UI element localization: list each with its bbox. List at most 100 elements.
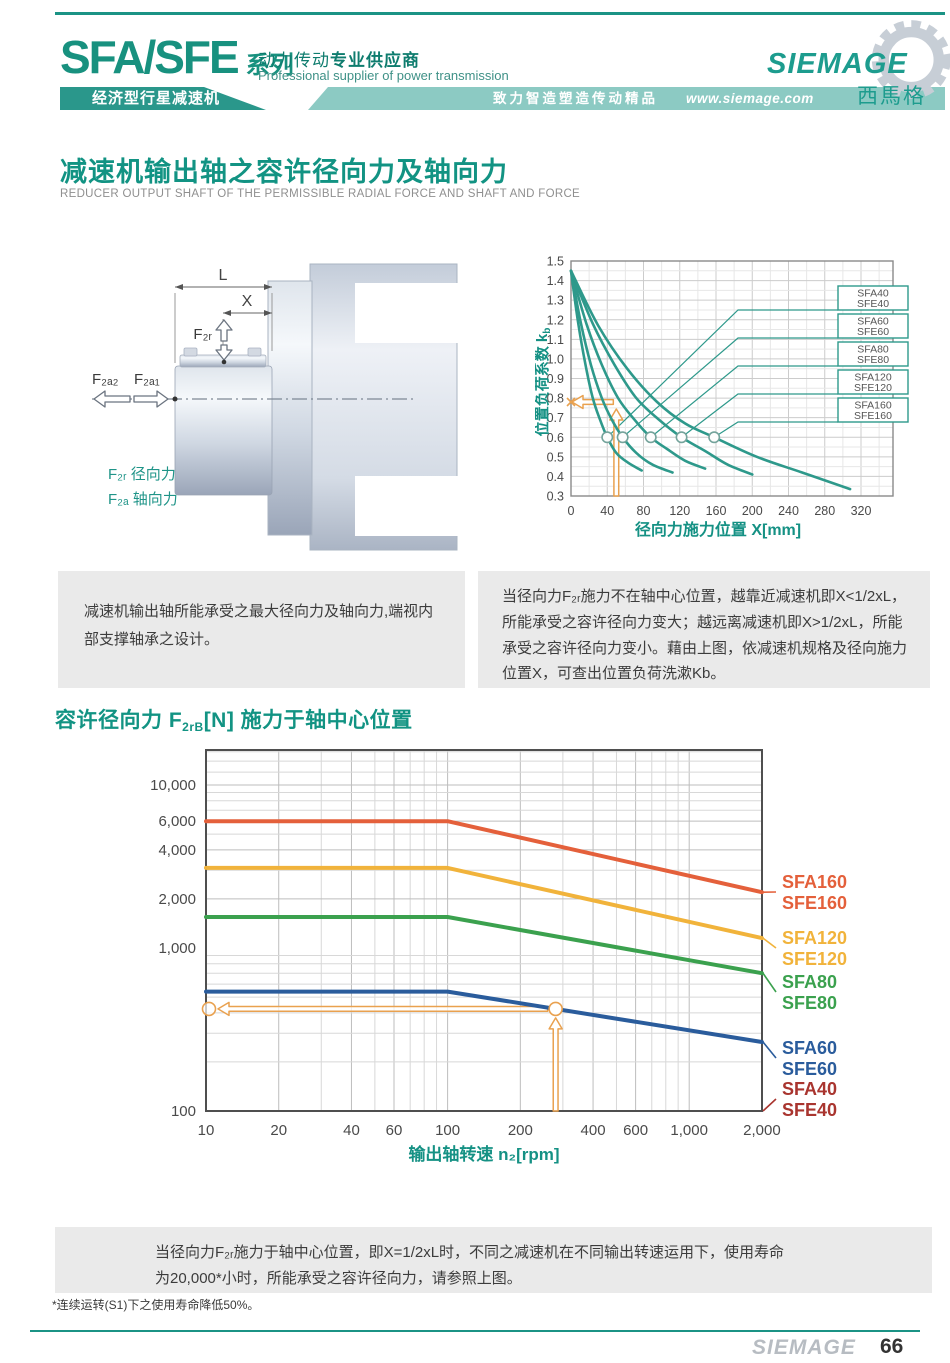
svg-text:SFA80: SFA80 [857,344,889,356]
svg-text:SFA40: SFA40 [857,288,889,300]
kb-ylabel: 位置负荷系数 kb [535,328,553,437]
radial-force-label: F₂ᵣ [193,326,212,343]
logo-chinese-name: 西馬格 [857,85,926,108]
svg-text:40: 40 [343,1122,360,1139]
note-service-life-line2: 为20,000*小时，所能承受之容许径向力，请参照上图。 [155,1269,522,1287]
kb-marker-SFA120 [675,431,688,444]
svg-text:SFA60: SFA60 [857,316,889,328]
force-line-SFA60-SFE60 [204,989,764,1044]
svg-text:SFA160: SFA160 [854,400,892,412]
gear-icon [871,20,950,100]
banner-product-type: 经济型行星减速机 [60,87,266,110]
axial-force-arrow-right [133,390,169,408]
position-load-factor-chart: 1.5 1.4 1.3 1.2 1.1 1.0 0.9 0.8 0.7 0.6 0.5 0.4 0.3 0… [533,248,947,548]
footer-divider [30,1330,920,1332]
svg-text:160: 160 [706,504,727,518]
kb-grid [571,261,893,496]
svg-text:10: 10 [198,1122,215,1139]
kb-marker-SFA40 [601,431,614,444]
svg-text:240: 240 [778,504,799,518]
permissible-radial-force-chart: 10 20 40 60 100 200 400 600 1,000 2,000 100 1,000 2,… [60,742,890,1207]
svg-text:1.2: 1.2 [547,313,564,327]
svg-text:0.6: 0.6 [547,431,564,445]
kb-curve-SFA160-SFE160 [569,269,852,491]
section1-title: 减速机输出轴之容许径向力及轴向力 [60,157,508,187]
kb-marker-SFA60 [616,431,629,444]
series-suffix-text: 系列 [245,52,294,79]
svg-text:1,000: 1,000 [670,1122,708,1139]
svg-text:100: 100 [171,1103,196,1120]
force-line-SFA160-SFE160 [204,819,764,895]
kb-curve-SFA40-SFE40 [569,269,643,472]
axial-force-label-2: F₂ₐ₂ [92,371,119,388]
kb-xlabel: 径向力施力位置 X[mm] [635,520,801,539]
svg-text:10,000: 10,000 [150,777,196,794]
svg-text:80: 80 [637,504,651,518]
svg-text:0.7: 0.7 [547,411,564,425]
axial-force-label-1: F₂ₐ₁ [134,371,160,388]
housing-notch-bottom [355,476,458,536]
reducer-flange [267,280,313,536]
note-service-life: 当径向力F₂ᵣ施力于轴中心位置，即X=1/2xL时，不同之减速机在不同输出转速运… [55,1227,932,1293]
shaft-force-diagram: L X F₂ᵣ F₂ₐ₂ F₂ₐ₁ F₂ᵣ 径向力 F₂ₐ 轴向力 [92,263,458,551]
svg-text:0.5: 0.5 [547,450,564,464]
legend-radial-force: F₂ᵣ 径向力 [108,466,176,483]
force-annotation-arrows [201,1001,563,1112]
svg-text:SFA80: SFA80 [782,972,837,992]
svg-text:320: 320 [851,504,872,518]
housing-notch-top [355,283,458,343]
svg-text:20: 20 [270,1122,287,1139]
svg-text:SFA40: SFA40 [782,1079,837,1099]
svg-text:0.3: 0.3 [547,490,564,504]
svg-text:0.4: 0.4 [547,470,564,484]
svg-text:SFE40: SFE40 [857,298,889,310]
dim-label-L: L [219,267,228,284]
svg-text:1.3: 1.3 [547,294,564,308]
force-grid [205,750,763,1111]
section1-subtitle: REDUCER OUTPUT SHAFT OF THE PERMISSIBLE … [60,188,581,200]
kb-marker-SFA160 [708,431,721,444]
force-xlabel: 输出轴转速 n₂[rpm] [408,1144,559,1164]
svg-text:SFA120: SFA120 [854,372,892,384]
force-annotation-point [548,1001,563,1017]
svg-text:400: 400 [581,1122,606,1139]
svg-text:1.4: 1.4 [547,274,564,288]
dim-label-X: X [242,293,253,310]
force-line-SFA120-SFE120 [204,865,764,941]
svg-text:100: 100 [435,1122,460,1139]
tagline-cn-bold: 专业供应商 [330,51,420,70]
svg-text:2,000: 2,000 [743,1122,781,1139]
svg-text:120: 120 [669,504,690,518]
svg-text:1,000: 1,000 [158,940,196,957]
svg-text:4,000: 4,000 [158,842,196,859]
svg-text:SFE60: SFE60 [857,326,889,338]
svg-text:SFE120: SFE120 [854,382,892,394]
banner-slogan-text: 致力智造塑造传动精品 [493,91,658,106]
svg-text:SFE160: SFE160 [854,410,892,422]
svg-text:SFE80: SFE80 [782,993,837,1013]
axial-force-arrow-left [93,390,131,408]
svg-text:2,000: 2,000 [158,891,196,908]
section2-title: 容许径向力 F2rB[N] 施力于轴中心位置 [55,704,413,734]
svg-text:SFE40: SFE40 [782,1100,837,1120]
svg-text:600: 600 [623,1122,648,1139]
tagline-cn: 动力传动专业供应商 [258,46,420,71]
hub-key-left [183,347,198,357]
hub-key-right [247,347,262,357]
svg-text:SFE80: SFE80 [857,354,889,366]
banner-website-url[interactable]: www.siemage.com [686,91,814,106]
svg-text:40: 40 [600,504,614,518]
svg-text:280: 280 [814,504,835,518]
svg-text:1.0: 1.0 [547,352,564,366]
radial-force-arrow-down [215,344,233,361]
section2-force-subscript: 2rB [182,720,204,734]
company-logo: SIEMAGE 西馬格 [765,20,950,115]
section2-title-rest: [N] 施力于轴中心位置 [203,709,413,732]
note-bearing-design: 减速机输出轴所能承受之最大径向力及轴向力,端视内部支撑轴承之设计。 [58,571,465,688]
